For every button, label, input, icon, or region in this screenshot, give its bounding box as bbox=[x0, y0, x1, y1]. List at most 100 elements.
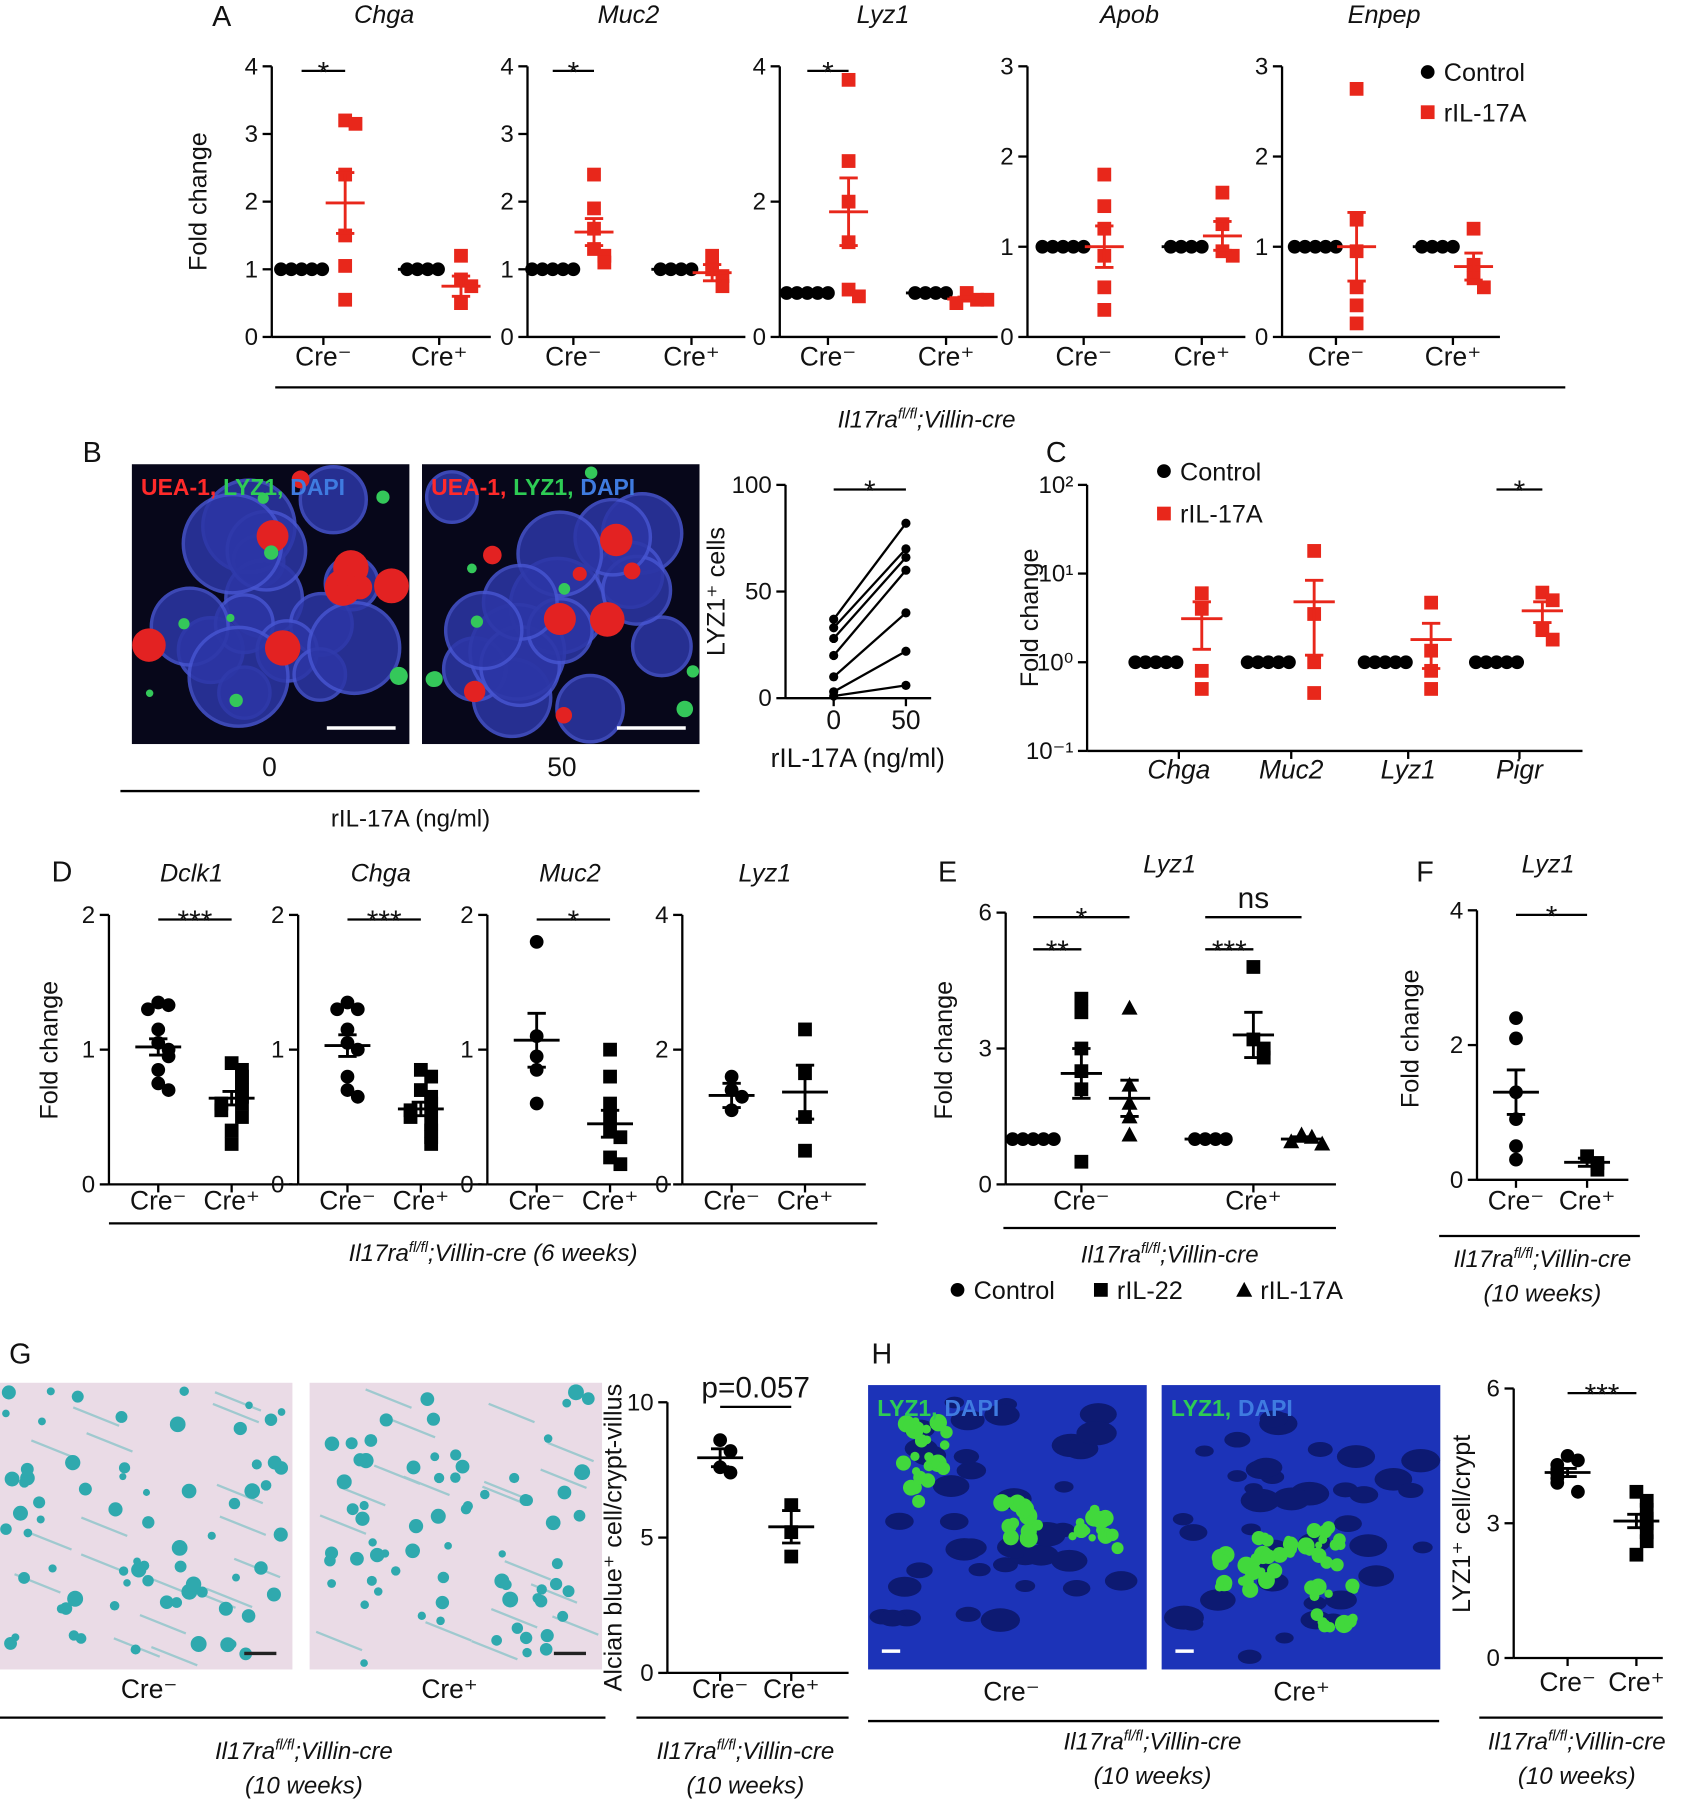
image-texture bbox=[46, 1387, 55, 1396]
image-texture bbox=[373, 1464, 421, 1485]
y-tick-label: 3 bbox=[1000, 53, 1013, 80]
legend-marker bbox=[1236, 1281, 1253, 1297]
image-caption: 50 bbox=[547, 752, 576, 782]
image-texture bbox=[1282, 1536, 1299, 1552]
data-point bbox=[274, 262, 288, 277]
data-point bbox=[1097, 280, 1112, 295]
group-label: (10 weeks) bbox=[1483, 1280, 1601, 1307]
image-texture bbox=[23, 1528, 33, 1538]
y-tick-label: 0 bbox=[753, 324, 766, 351]
image-texture bbox=[878, 1609, 907, 1627]
significance-label: * bbox=[318, 56, 330, 89]
image-texture bbox=[374, 568, 409, 604]
data-point bbox=[798, 1022, 812, 1037]
image-texture bbox=[1097, 1517, 1109, 1528]
image-texture bbox=[1195, 1445, 1214, 1457]
image-label-part: DAPI bbox=[944, 1395, 999, 1421]
group-label-part: ;Villin-cre bbox=[1567, 1729, 1666, 1756]
data-point bbox=[1509, 1031, 1523, 1046]
group-label-part: fl/fl bbox=[1141, 1241, 1161, 1257]
image-texture bbox=[142, 1516, 155, 1529]
image-texture bbox=[462, 1501, 473, 1512]
data-point bbox=[315, 262, 330, 277]
significance-label: * bbox=[1514, 475, 1526, 508]
data-point bbox=[1510, 655, 1525, 670]
y-tick-label: 0 bbox=[758, 685, 771, 712]
x-tick-label: Cre⁻ bbox=[545, 342, 601, 372]
image-texture bbox=[1111, 1542, 1124, 1555]
image-texture bbox=[676, 700, 694, 718]
data-point bbox=[1446, 239, 1460, 254]
data-point bbox=[613, 1130, 628, 1145]
image-texture bbox=[364, 1434, 378, 1447]
image-texture bbox=[380, 1549, 390, 1558]
data-point bbox=[1169, 655, 1184, 670]
group-label-part: fl/fl bbox=[409, 1240, 429, 1256]
image-texture bbox=[939, 1513, 969, 1531]
y-tick-label: 0 bbox=[655, 1171, 668, 1198]
data-point bbox=[340, 1069, 355, 1084]
data-point bbox=[151, 1022, 166, 1037]
image-texture bbox=[599, 523, 633, 557]
image-texture bbox=[1179, 1524, 1208, 1541]
image-texture bbox=[315, 1630, 363, 1652]
legend-marker bbox=[1157, 506, 1171, 521]
image-texture bbox=[150, 1645, 198, 1667]
image-texture bbox=[1335, 1540, 1346, 1551]
pair-line bbox=[833, 650, 907, 693]
error-bar bbox=[702, 263, 722, 283]
group-label: (10 weeks) bbox=[245, 1772, 363, 1799]
chart-title: Lyz1 bbox=[1143, 850, 1196, 878]
image-texture bbox=[955, 1606, 981, 1622]
image-texture bbox=[455, 1459, 470, 1474]
image-texture bbox=[426, 1412, 441, 1426]
error-bar bbox=[1292, 1135, 1311, 1143]
x-tick-label: Cre⁻ bbox=[295, 342, 351, 372]
group-label-part: Il17ra bbox=[656, 1738, 716, 1765]
data-point bbox=[1571, 1484, 1585, 1499]
image-texture bbox=[1358, 1565, 1395, 1587]
group-label: Il17rafl/fl;Villin-cre bbox=[1081, 1241, 1259, 1268]
image-texture bbox=[245, 1401, 253, 1410]
data-point bbox=[340, 995, 355, 1010]
y-tick-label: 0 bbox=[271, 1171, 284, 1198]
image-texture bbox=[359, 1500, 369, 1511]
image-texture bbox=[1336, 1445, 1376, 1469]
significance-label: * bbox=[568, 905, 580, 938]
y-tick-label: 2 bbox=[1255, 144, 1268, 171]
image-texture bbox=[433, 1472, 445, 1484]
data-point bbox=[525, 262, 539, 277]
y-axis-label: LYZ1⁺ cells bbox=[703, 527, 731, 656]
group-label-part: (10 weeks) bbox=[245, 1772, 363, 1799]
image-texture bbox=[244, 1483, 261, 1499]
significance-label: * bbox=[864, 475, 876, 508]
image-texture bbox=[227, 1639, 237, 1649]
y-tick-label: 6 bbox=[1487, 1376, 1500, 1403]
x-tick-label: Cre⁺ bbox=[411, 342, 467, 372]
data-point bbox=[603, 1042, 617, 1057]
image-texture bbox=[1275, 1632, 1294, 1644]
error-bar bbox=[1577, 1156, 1597, 1168]
group-label: Il17rafl/fl;Villin-cre bbox=[656, 1738, 834, 1765]
chart-title: Apob bbox=[1098, 1, 1159, 29]
micrograph bbox=[0, 1382, 293, 1670]
group-label: (10 weeks) bbox=[1518, 1763, 1636, 1790]
image-texture bbox=[214, 1391, 262, 1412]
image-texture bbox=[1398, 1482, 1424, 1499]
image-label: UEA-1, LYZ1, DAPI bbox=[431, 474, 635, 500]
group-label-part: fl/fl bbox=[275, 1738, 295, 1754]
image-texture bbox=[291, 470, 310, 489]
image-texture bbox=[557, 1485, 572, 1500]
image-texture bbox=[551, 1558, 563, 1570]
error-bar bbox=[1506, 1068, 1526, 1116]
image-texture bbox=[686, 665, 700, 678]
data-point bbox=[829, 650, 839, 661]
image-texture bbox=[1068, 1532, 1077, 1541]
image-texture bbox=[430, 1452, 440, 1462]
group-label-part: fl/fl bbox=[717, 1738, 737, 1754]
image-texture bbox=[218, 1601, 233, 1616]
image-texture bbox=[906, 1562, 933, 1579]
data-point bbox=[350, 1002, 365, 1017]
image-texture bbox=[1106, 1528, 1119, 1542]
image-texture bbox=[171, 1540, 188, 1556]
